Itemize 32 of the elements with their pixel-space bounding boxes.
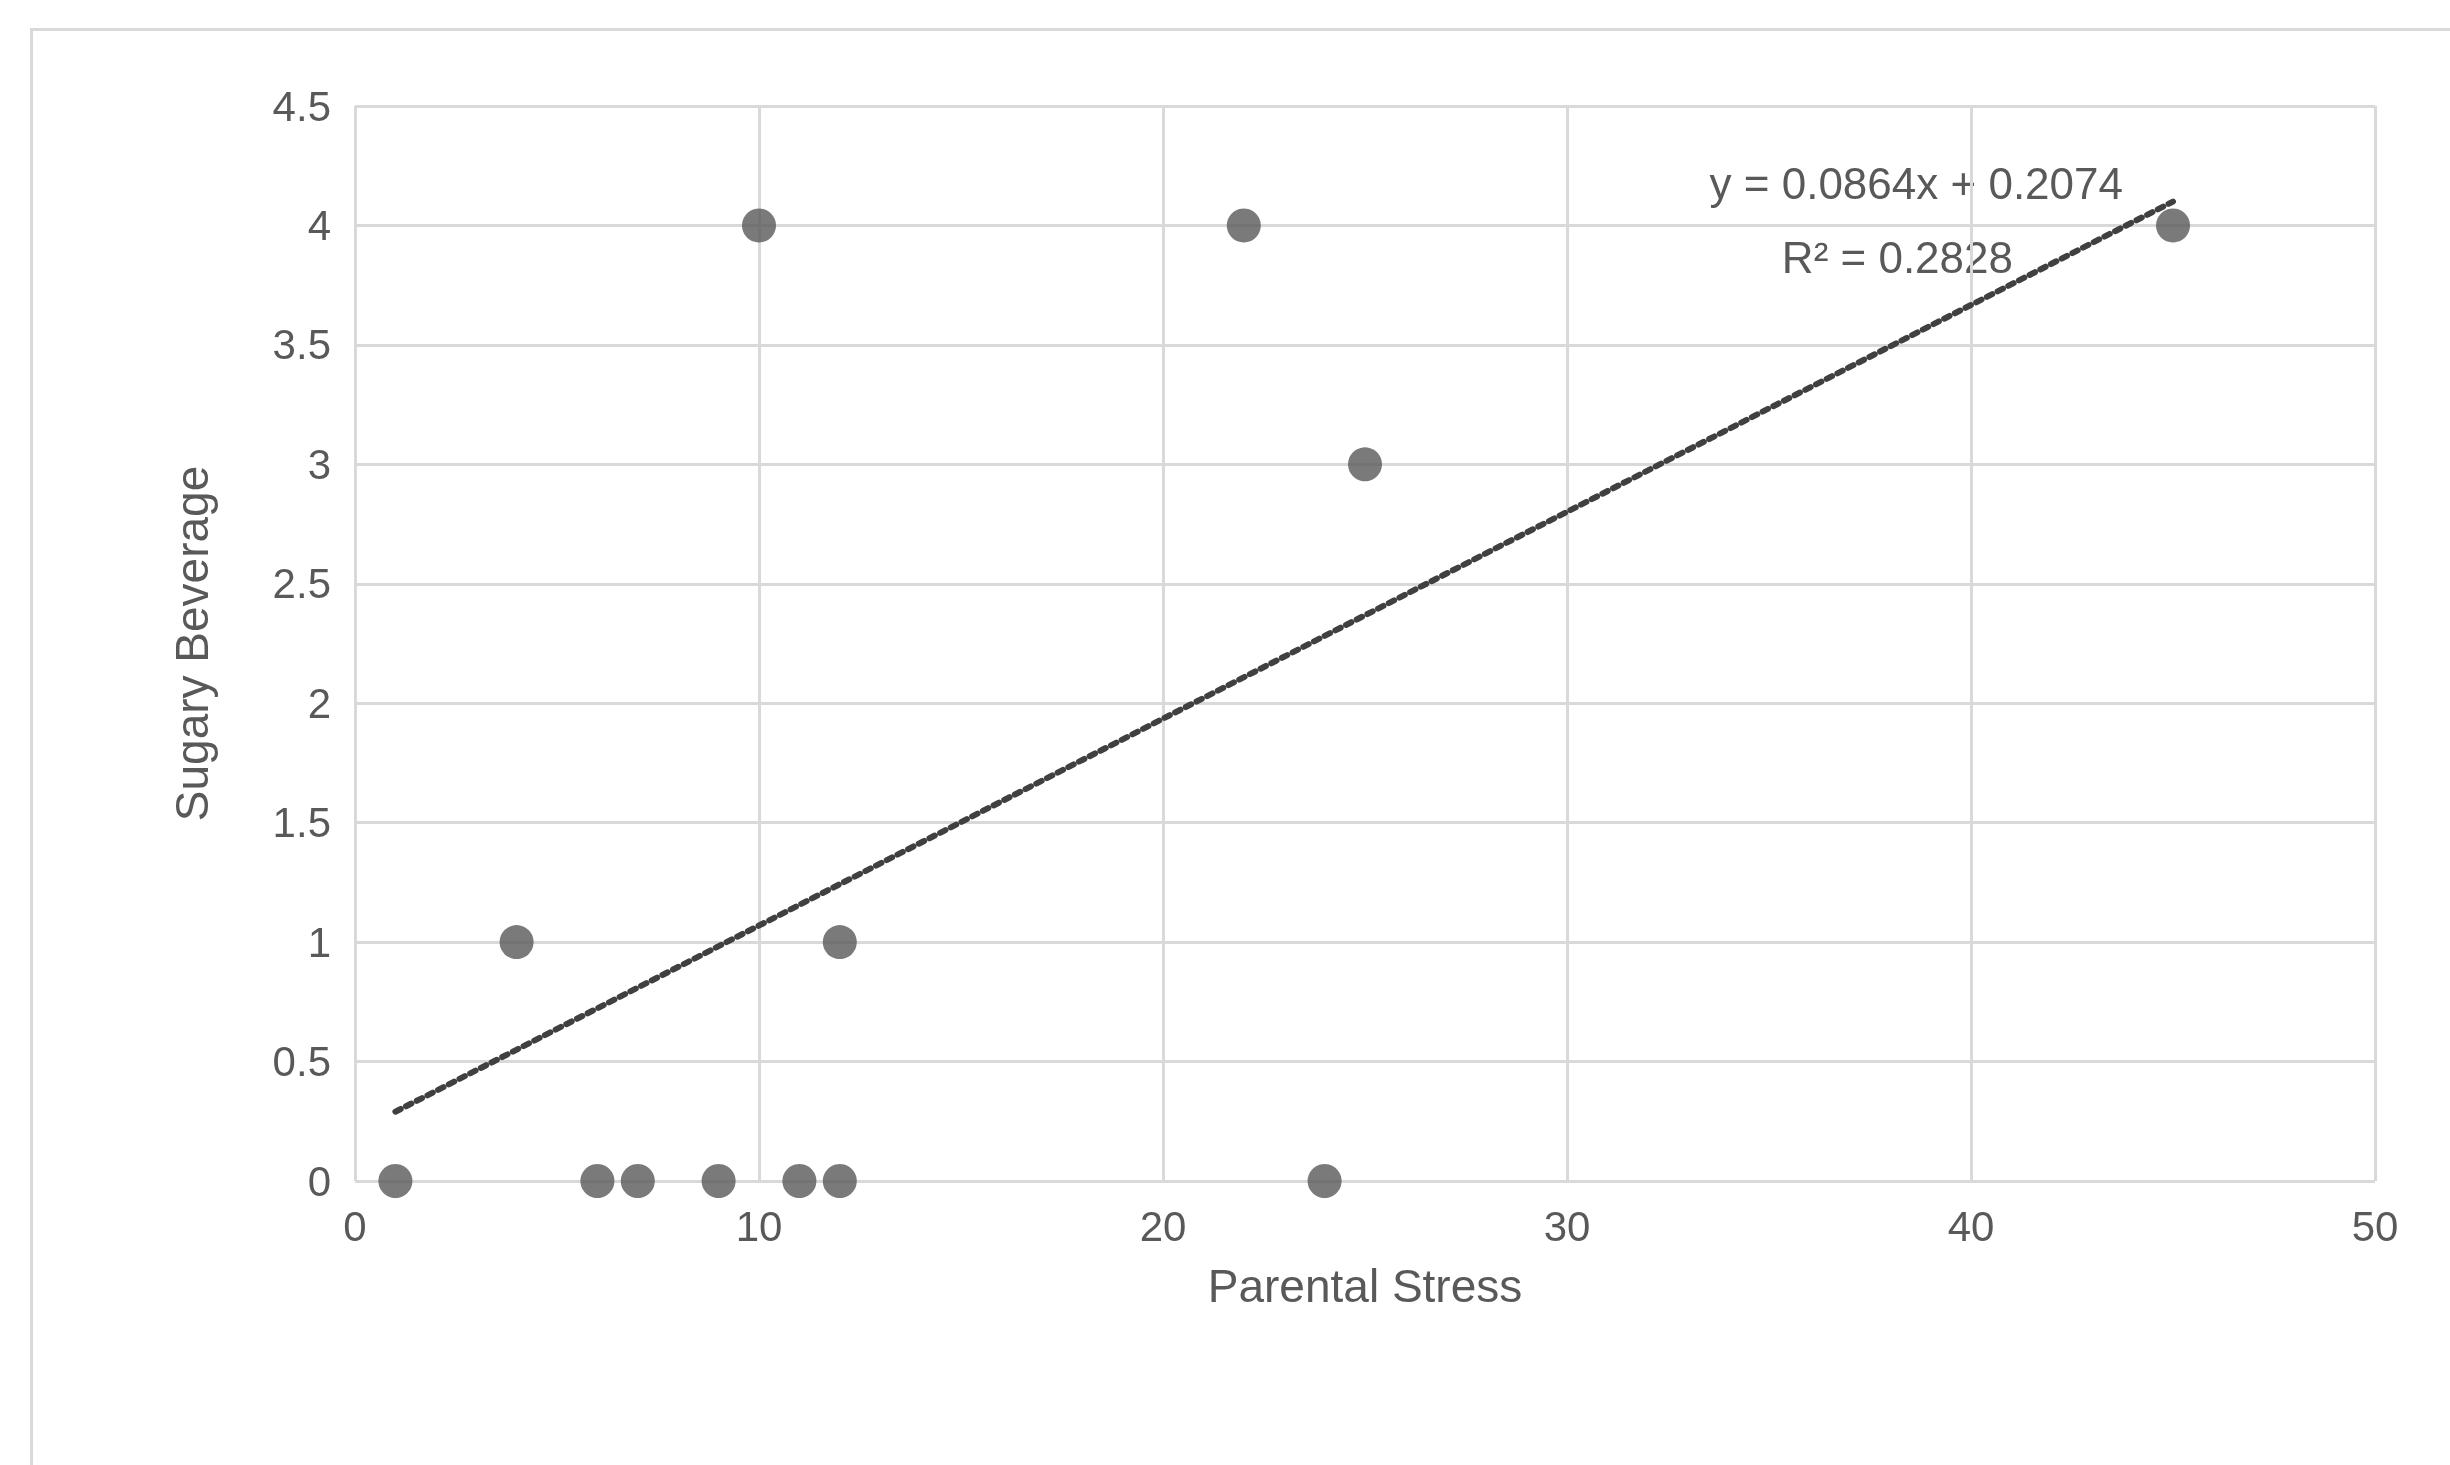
y-tick-label: 0.5 — [272, 1038, 331, 1086]
y-tick-label: 4.5 — [272, 82, 331, 130]
x-axis-title: Parental Stress — [1207, 1260, 1523, 1312]
point — [822, 925, 857, 960]
x-tick-label: 0 — [343, 1202, 367, 1250]
y-tick-label: 3.5 — [272, 321, 331, 369]
point — [499, 925, 534, 960]
point — [782, 1164, 817, 1198]
y-tick-label: 3 — [307, 440, 331, 488]
x-tick-label: 30 — [1543, 1202, 1591, 1250]
point — [1348, 447, 1382, 482]
point — [742, 208, 776, 243]
y-tick-label: 4 — [307, 201, 331, 249]
y-tick-label: 0 — [307, 1157, 331, 1205]
annotation: R² = 0.2828 — [1781, 232, 2014, 282]
point — [1307, 1164, 1342, 1198]
y-axis-title: Sugary Beverage — [166, 465, 218, 822]
point — [701, 1164, 736, 1198]
y-tick-label: 1 — [307, 918, 331, 966]
point — [2156, 208, 2190, 243]
x-tick-label: 10 — [735, 1202, 783, 1250]
point — [620, 1164, 655, 1198]
x-tick-label: 20 — [1139, 1202, 1187, 1250]
y-tick-label: 2.5 — [272, 560, 331, 608]
point — [822, 1164, 857, 1198]
point — [580, 1164, 615, 1198]
x-tick-label: 50 — [2351, 1202, 2399, 1250]
y-tick-label: 1.5 — [272, 799, 331, 847]
point — [1226, 208, 1261, 243]
y-tick-label: 2 — [307, 679, 331, 727]
point — [378, 1164, 413, 1198]
x-tick-label: 40 — [1947, 1202, 1995, 1250]
